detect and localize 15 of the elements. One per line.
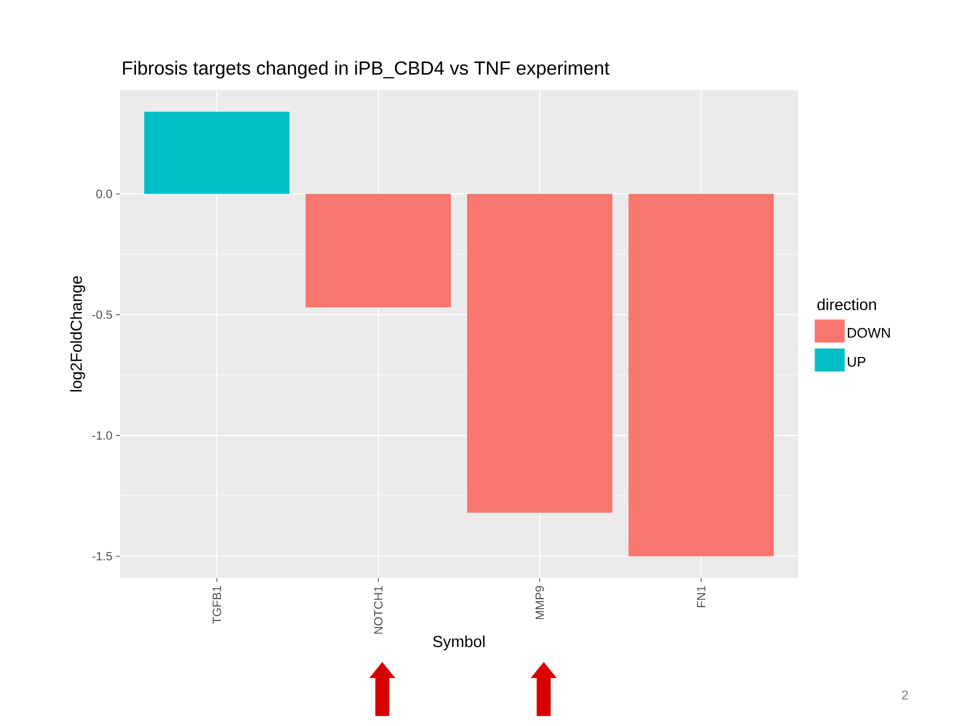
legend-label: UP xyxy=(848,356,866,367)
y-tick-label: -1.5 xyxy=(92,552,112,560)
y-tick-label: -1.0 xyxy=(92,431,112,440)
x-tick-label: NOTCH1 xyxy=(374,586,383,634)
text: 2 xyxy=(902,690,908,700)
x-tick-label: TGFB1 xyxy=(212,586,222,624)
x-axis-title: Symbol xyxy=(433,636,484,650)
x-tick-label: MMP9 xyxy=(535,586,544,620)
y-tick-label: 0.0 xyxy=(96,190,112,198)
chart-title: Fibrosis targets changed in iPB_CBD4 vs TNF experiment xyxy=(123,60,610,78)
legend-title: direction xyxy=(817,298,876,310)
y-axis-title: log2FoldChange xyxy=(70,276,86,392)
x-tick-label: FN1 xyxy=(697,586,706,608)
y-tick-label: -0.5 xyxy=(92,310,112,319)
legend-label: DOWN xyxy=(848,328,890,338)
